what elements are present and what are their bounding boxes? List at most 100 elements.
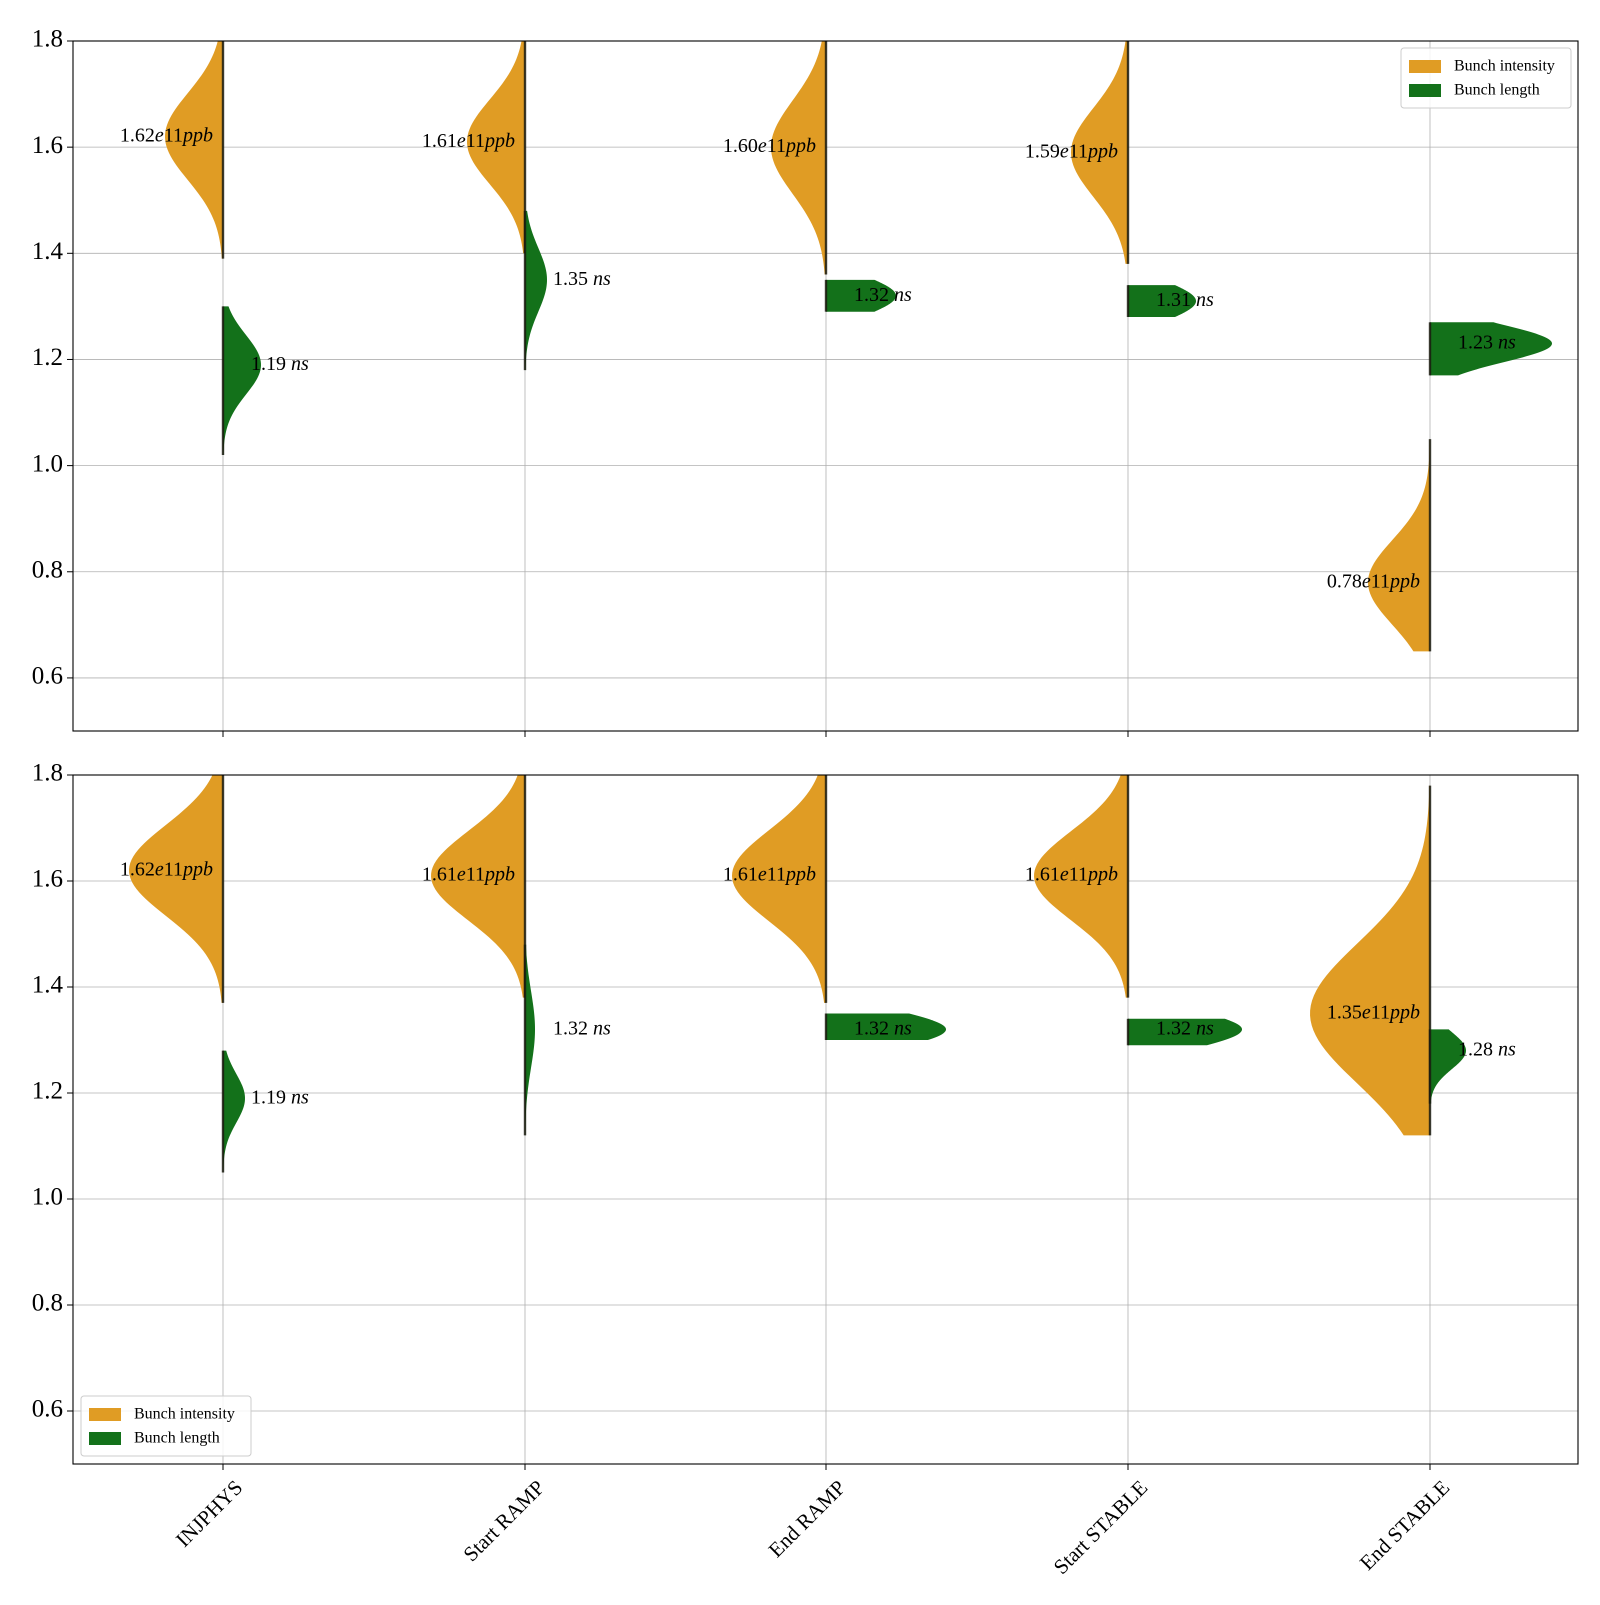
bunch-length-violins <box>221 944 1466 1173</box>
intensity-violin-end-ramp <box>771 41 826 275</box>
length-median-label: 1.35 ns <box>553 267 611 289</box>
label-value: 0.78 <box>1327 570 1362 592</box>
label-unit: ppb <box>181 858 213 880</box>
x-tick-labels: INJPHYS Start RAMP End RAMP Start STABLE End… <box>171 1475 1454 1579</box>
x-tick-label: Start STABLE <box>1049 1475 1153 1579</box>
length-median-label: 1.23 ns <box>1458 331 1516 353</box>
label-unit: ns <box>889 283 912 305</box>
y-tick-label: 0.8 <box>32 557 63 584</box>
label-value: 1.61 <box>723 863 758 885</box>
label-value: 1.59 <box>1025 140 1060 162</box>
label-value: 1.19 <box>251 1086 286 1108</box>
length-violin-start-stable <box>1128 285 1196 317</box>
legend-swatch <box>89 1432 121 1445</box>
label-value: 1.32 <box>854 283 889 305</box>
length-violin-end-stable <box>1430 1029 1466 1104</box>
label-exponent: e <box>1362 570 1371 592</box>
legend-swatch <box>89 1408 121 1421</box>
intensity-median-label: 1.61e11ppb <box>723 863 816 885</box>
x-tick-label: End STABLE <box>1355 1475 1455 1575</box>
intensity-median-label: 1.35e11ppb <box>1327 1001 1420 1023</box>
legend-box <box>1400 47 1572 109</box>
label-unit: ppb <box>1086 140 1118 162</box>
label-value: 1.62 <box>120 858 155 880</box>
label-unit: ns <box>588 1017 611 1039</box>
label-value: 1.35 <box>1327 1001 1362 1023</box>
y-tick-label: 1.2 <box>32 1078 63 1105</box>
label-value: 1.32 <box>553 1017 588 1039</box>
label-exponent-digits: 11 <box>164 124 183 146</box>
x-tick-label: INJPHYS <box>171 1475 247 1551</box>
label-unit: ppb <box>483 863 515 885</box>
y-tick-label: 1.8 <box>32 760 63 787</box>
label-exponent-digits: 11 <box>1069 863 1088 885</box>
label-exponent-digits: 11 <box>1371 1001 1390 1023</box>
x-tick-label: Start RAMP <box>458 1475 549 1566</box>
intensity-median-label: 1.61e11ppb <box>422 129 515 151</box>
label-exponent: e <box>758 135 767 157</box>
label-unit: ns <box>1493 1038 1516 1060</box>
length-median-label: 1.32 ns <box>854 1017 912 1039</box>
label-unit: ppb <box>483 129 515 151</box>
label-value: 1.23 <box>1458 331 1493 353</box>
length-median-label: 1.28 ns <box>1458 1038 1516 1060</box>
label-unit: ns <box>588 267 611 289</box>
label-unit: ppb <box>784 135 816 157</box>
intensity-median-label: 1.59e11ppb <box>1025 140 1118 162</box>
y-tick-label: 1.0 <box>32 450 63 477</box>
intensity-median-label: 1.62e11ppb <box>120 124 213 146</box>
label-exponent: e <box>457 863 466 885</box>
label-value: 1.32 <box>854 1017 889 1039</box>
legend-swatch <box>1409 84 1441 97</box>
y-tick-label: 1.2 <box>32 344 63 371</box>
label-exponent-digits: 11 <box>1371 570 1390 592</box>
label-unit: ppb <box>1388 570 1420 592</box>
legend: Bunch intensity Bunch length <box>1400 47 1572 109</box>
legend-entry: Bunch length <box>1454 82 1540 99</box>
label-unit: ppb <box>784 863 816 885</box>
label-exponent: e <box>1362 1001 1371 1023</box>
label-unit: ns <box>889 1017 912 1039</box>
length-violin-start-stable <box>1128 1018 1242 1046</box>
label-value: 1.61 <box>422 129 457 151</box>
length-violin-injphys <box>223 306 261 455</box>
label-value: 1.61 <box>422 863 457 885</box>
length-violin-end-ramp <box>826 279 896 312</box>
intensity-violin-injphys <box>129 775 223 1003</box>
label-unit: ppb <box>1388 1001 1420 1023</box>
label-value: 1.31 <box>1156 289 1191 311</box>
y-tick-label: 1.4 <box>32 238 64 265</box>
length-median-label: 1.19 ns <box>251 352 309 374</box>
y-tick-label: 0.6 <box>32 663 63 690</box>
intensity-violin-start-stable <box>1071 41 1128 264</box>
length-violin-injphys <box>223 1050 245 1173</box>
length-median-label: 1.32 ns <box>553 1017 611 1039</box>
label-exponent-digits: 11 <box>466 863 485 885</box>
y-tick-label: 1.8 <box>32 26 63 53</box>
top-panel: 1.62e11ppb 1.61e11ppb 1.60e11ppb 1.59e11ppb… <box>32 26 1579 737</box>
label-exponent-digits: 11 <box>1069 140 1088 162</box>
label-exponent-digits: 11 <box>164 858 183 880</box>
intensity-violin-end-stable <box>1368 439 1430 652</box>
legend-swatch <box>1409 60 1441 73</box>
intensity-median-label: 0.78e11ppb <box>1327 570 1420 592</box>
length-violin-start-ramp <box>525 210 547 371</box>
length-median-label: 1.19 ns <box>251 1086 309 1108</box>
label-unit: ns <box>1191 1017 1214 1039</box>
intensity-median-label: 1.62e11ppb <box>120 858 213 880</box>
legend: Bunch intensity Bunch length <box>80 1395 252 1457</box>
label-unit: ns <box>286 1086 309 1108</box>
label-exponent: e <box>457 129 466 151</box>
length-violin-end-ramp <box>826 1013 946 1040</box>
bunch-length-violins <box>221 210 1552 455</box>
y-tick-label: 1.4 <box>32 972 64 999</box>
intensity-violin-start-ramp <box>467 41 525 254</box>
bunch-intensity-violins <box>165 41 1432 652</box>
intensity-violin-start-stable <box>1034 775 1128 998</box>
intensity-median-label: 1.60e11ppb <box>723 135 816 157</box>
label-unit: ns <box>286 352 309 374</box>
y-tick-label: 0.8 <box>32 1290 63 1317</box>
label-value: 1.19 <box>251 352 286 374</box>
label-unit: ns <box>1493 331 1516 353</box>
